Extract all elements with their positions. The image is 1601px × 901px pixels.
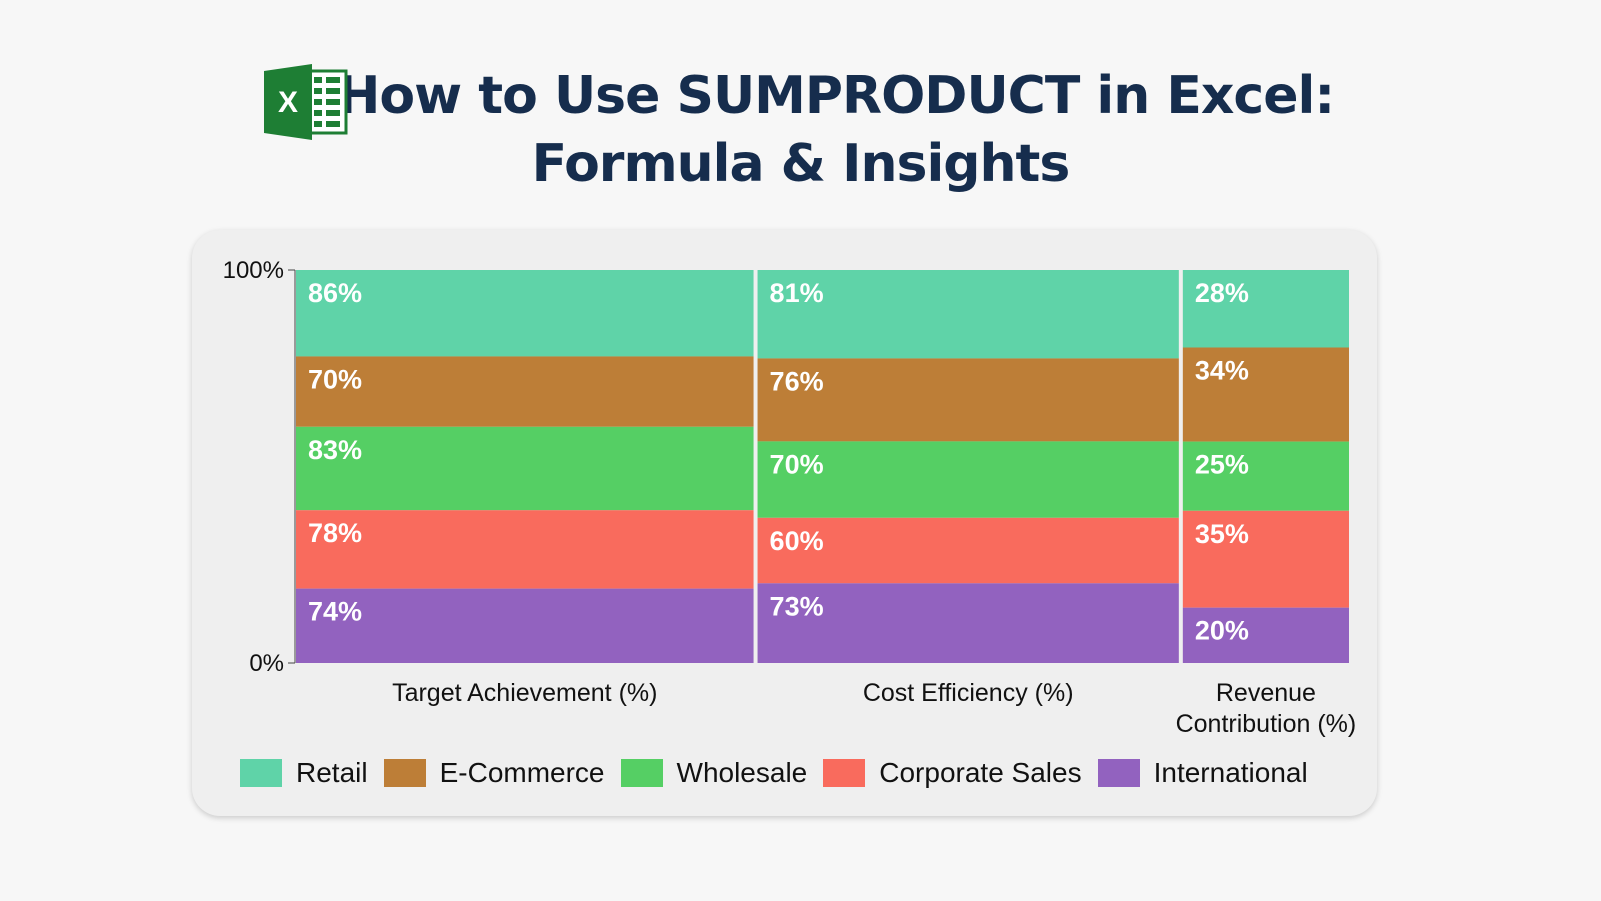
bar-segment [1182,347,1349,442]
bar-segment [1182,510,1349,608]
data-label: 83% [308,435,362,465]
bar-segment [296,510,754,589]
data-label: 78% [308,518,362,548]
category-label: Revenue [1216,679,1316,707]
bar-segment [757,517,1179,584]
legend-swatch [823,759,866,787]
bar-segment [757,441,1179,518]
category-label: Contribution (%) [1176,710,1357,738]
legend-label: E-Commerce [439,757,605,788]
data-label: 81% [770,278,824,308]
data-label: 73% [770,591,824,621]
y-tick-label: 0% [249,650,284,677]
data-label: 35% [1195,519,1249,549]
bar-segment [757,358,1179,442]
bar-segment [757,270,1179,359]
bar-segment [1182,441,1349,511]
category-label: Cost Efficiency (%) [863,679,1074,707]
legend-item: Retail [240,757,368,789]
legend-label: Retail [296,757,368,788]
chart-legend: Retail E-Commerce Wholesale Corporate Sales… [240,757,1324,789]
legend-item: International [1097,757,1308,789]
category-label: Target Achievement (%) [392,679,657,707]
data-label: 28% [1195,278,1249,308]
y-tick-label: 100% [223,257,284,284]
legend-item: Wholesale [620,757,808,789]
bar-segment [757,583,1179,663]
data-label: 25% [1195,450,1249,480]
bar-segment [1182,270,1349,348]
legend-label: International [1153,757,1308,788]
legend-swatch [383,759,426,787]
legend-label: Wholesale [676,757,808,788]
legend-swatch [240,759,282,787]
svg-text:X: X [278,86,298,119]
data-label: 34% [1195,355,1249,385]
legend-item: Corporate Sales [823,757,1082,789]
legend-item: E-Commerce [383,757,605,789]
bar-segment [296,356,754,427]
bar-segment [1182,607,1349,663]
data-label: 76% [770,366,824,396]
data-label: 60% [770,526,824,556]
legend-swatch [620,759,663,787]
bar-segment [296,588,754,663]
excel-logo-icon: X [264,64,348,140]
title-line-2: Formula & Insights [531,134,1071,194]
title-line-1: How to Use SUMPRODUCT in Excel: [336,66,1335,126]
legend-label: Corporate Sales [879,757,1082,788]
page-header: How to Use SUMPRODUCT in Excel: Formula … [0,62,1601,198]
data-label: 70% [770,449,824,479]
bar-segment [296,426,754,511]
legend-swatch [1097,759,1140,787]
bar-segment [296,270,754,357]
data-label: 86% [308,278,362,308]
data-label: 20% [1195,616,1249,646]
data-label: 70% [308,364,362,394]
data-label: 74% [308,597,362,627]
